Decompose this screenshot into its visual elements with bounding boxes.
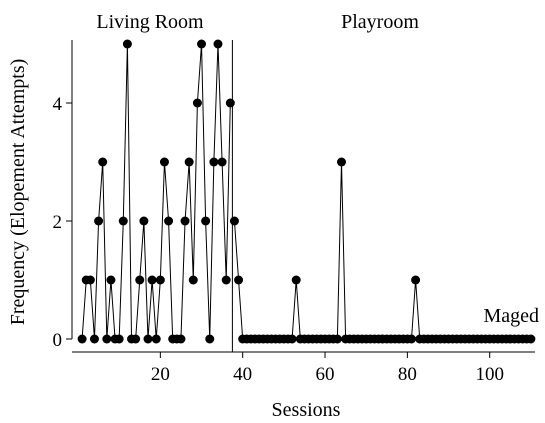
data-point — [192, 98, 202, 108]
data-point — [98, 157, 108, 167]
x-tick-label: 40 — [233, 364, 252, 385]
data-point — [234, 275, 244, 285]
data-point — [122, 39, 132, 49]
series-line — [81, 43, 231, 340]
data-point — [85, 275, 95, 285]
data-point — [184, 157, 194, 167]
data-point — [291, 275, 301, 285]
data-point — [151, 334, 161, 344]
data-point — [164, 216, 174, 226]
x-tick-label: 80 — [398, 364, 417, 385]
data-point — [201, 216, 211, 226]
data-point — [180, 216, 190, 226]
data-point — [336, 157, 346, 167]
data-point — [155, 275, 165, 285]
data-point — [159, 157, 169, 167]
x-tick-label: 20 — [151, 364, 170, 385]
data-point — [287, 334, 297, 344]
data-point — [217, 157, 227, 167]
y-tick-label: 0 — [53, 330, 63, 351]
data-point — [188, 275, 198, 285]
data-point — [176, 334, 186, 344]
data-point — [197, 39, 207, 49]
data-point — [114, 334, 124, 344]
data-point — [143, 334, 153, 344]
data-point — [139, 216, 149, 226]
data-point — [221, 275, 231, 285]
data-point — [131, 334, 141, 344]
data-point — [89, 334, 99, 344]
y-axis-label: Frequency (Elopement Attempts) — [7, 59, 29, 326]
y-tick-label: 2 — [53, 212, 63, 233]
data-point — [225, 98, 235, 108]
phase-label: Playroom — [341, 11, 419, 33]
data-point — [118, 216, 128, 226]
data-point — [209, 157, 219, 167]
data-point — [147, 275, 157, 285]
data-point — [106, 275, 116, 285]
annotation: Maged — [483, 305, 539, 327]
x-tick-label: 60 — [316, 364, 335, 385]
data-point — [135, 275, 145, 285]
data-point — [205, 334, 215, 344]
data-point — [332, 334, 342, 344]
x-tick-label: 100 — [475, 364, 504, 385]
data-point — [526, 334, 536, 344]
data-point — [94, 216, 104, 226]
data-point — [213, 39, 223, 49]
data-point — [102, 334, 112, 344]
data-point — [77, 334, 87, 344]
data-point — [411, 275, 421, 285]
x-axis-label: Sessions — [272, 399, 341, 421]
y-tick-label: 4 — [53, 94, 63, 115]
phase-label: Living Room — [96, 11, 204, 33]
data-point — [229, 216, 239, 226]
data-point — [406, 334, 416, 344]
